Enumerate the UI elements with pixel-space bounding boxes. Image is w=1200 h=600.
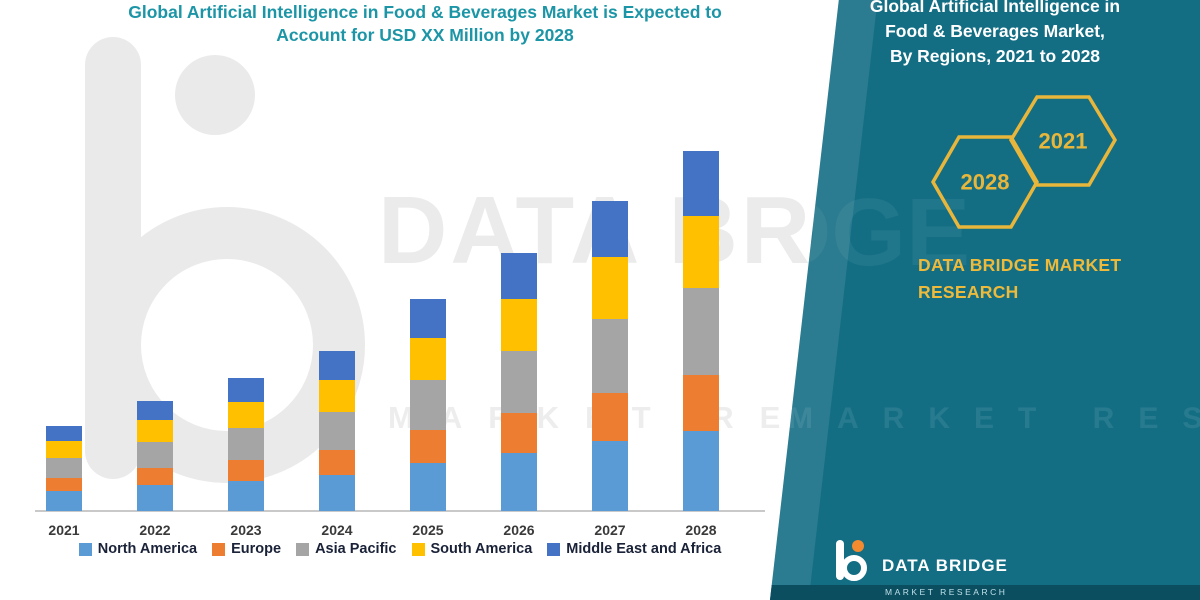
x-axis-label-2023: 2023 — [230, 522, 262, 538]
bar-segment-asia-pacific — [137, 442, 173, 469]
bar-segment-south-america — [683, 215, 719, 288]
panel-title-line2: Food & Beverages Market, — [885, 21, 1105, 41]
bar-segment-middle-east-and-africa — [501, 253, 537, 300]
chart-title-line2: Account for USD XX Million by 2028 — [276, 25, 574, 45]
legend-label-middle-east-and-africa: Middle East and Africa — [566, 541, 722, 557]
bar-segment-north-america — [319, 475, 355, 511]
bar-2027 — [592, 201, 628, 511]
hex-year-2028: 2028 — [961, 170, 1010, 195]
data-bridge-footer-logo-icon — [836, 540, 867, 581]
bar-2023 — [228, 378, 264, 511]
bar-segment-asia-pacific — [592, 319, 628, 394]
bar-2026 — [501, 253, 537, 511]
panel-brand-line1: DATA BRIDGE MARKET — [918, 255, 1122, 275]
chart-title-line1: Global Artificial Intelligence in Food &… — [128, 2, 722, 22]
legend: North America Europe Asia Pacific South Ame… — [30, 541, 770, 557]
footer-brand-strip: MARKET RESEARCH — [770, 585, 1200, 600]
bar-segment-middle-east-and-africa — [46, 425, 82, 441]
panel-brand-line2: RESEARCH — [918, 282, 1019, 302]
bar-segment-south-america — [410, 337, 446, 381]
year-hexagons: 2028 2021 — [930, 95, 1118, 229]
panel-title-line3: By Regions, 2021 to 2028 — [889, 46, 1101, 66]
right-panel: DGE MARKET RESEARCH Global Artificial In… — [770, 0, 1200, 600]
legend-item-south-america: South America — [411, 541, 533, 557]
data-bridge-logo-watermark-icon — [85, 37, 365, 483]
bar-segment-europe — [228, 460, 264, 482]
legend-swatch-north-america — [78, 542, 92, 556]
bar-segment-europe — [592, 393, 628, 442]
bar-2028 — [683, 150, 719, 511]
bar-segment-south-america — [46, 440, 82, 458]
chart-title: Global Artificial Intelligence in Food &… — [25, 1, 825, 47]
hexagon-2021-icon — [1008, 95, 1118, 187]
bar-segment-north-america — [501, 453, 537, 511]
bar-segment-middle-east-and-africa — [410, 299, 446, 338]
legend-label-south-america: South America — [430, 541, 533, 557]
legend-label-asia-pacific: Asia Pacific — [315, 541, 397, 557]
x-axis-label-2026: 2026 — [503, 522, 535, 538]
bar-2025 — [410, 299, 446, 511]
bar-segment-europe — [319, 450, 355, 475]
bar-segment-middle-east-and-africa — [319, 350, 355, 381]
legend-swatch-asia-pacific — [296, 542, 310, 556]
legend-item-europe: Europe — [212, 541, 281, 557]
bar-segment-asia-pacific — [319, 412, 355, 451]
bar-segment-asia-pacific — [683, 287, 719, 375]
panel-watermark-spaced: MARKET RESEARCH — [788, 402, 1200, 435]
legend-label-north-america: North America — [97, 541, 198, 557]
x-axis-label-2025: 2025 — [412, 522, 444, 538]
bar-segment-middle-east-and-africa — [683, 150, 719, 216]
bar-segment-asia-pacific — [228, 428, 264, 461]
bar-segment-north-america — [228, 481, 264, 511]
bar-segment-north-america — [46, 490, 82, 511]
bar-2022 — [137, 401, 173, 511]
bar-segment-europe — [137, 468, 173, 486]
bar-segment-europe — [501, 413, 537, 453]
x-axis-line — [35, 510, 765, 512]
bar-segment-middle-east-and-africa — [592, 201, 628, 258]
bar-segment-europe — [46, 477, 82, 491]
bar-segment-middle-east-and-africa — [137, 401, 173, 421]
panel-title: Global Artificial Intelligence in Food &… — [810, 0, 1180, 69]
panel-title-line1: Global Artificial Intelligence in — [869, 0, 1121, 16]
legend-swatch-south-america — [411, 542, 425, 556]
x-axis-label-2022: 2022 — [139, 522, 171, 538]
bar-2024 — [319, 350, 355, 511]
bar-segment-north-america — [137, 485, 173, 511]
legend-swatch-middle-east-and-africa — [547, 542, 561, 556]
bar-segment-europe — [410, 430, 446, 464]
bar-segment-north-america — [592, 441, 628, 511]
bar-segment-north-america — [683, 431, 719, 511]
hex-year-2021: 2021 — [1039, 129, 1088, 154]
x-axis-label-2021: 2021 — [48, 522, 80, 538]
bar-segment-europe — [683, 374, 719, 432]
bar-2021 — [46, 425, 82, 511]
bar-segment-south-america — [319, 380, 355, 413]
bar-segment-south-america — [501, 299, 537, 352]
bar-segment-asia-pacific — [501, 351, 537, 413]
bar-segment-south-america — [228, 402, 264, 429]
x-axis-label-2024: 2024 — [321, 522, 353, 538]
legend-item-asia-pacific: Asia Pacific — [296, 541, 397, 557]
bar-segment-south-america — [137, 420, 173, 443]
legend-label-europe: Europe — [231, 541, 282, 557]
bar-segment-asia-pacific — [46, 457, 82, 478]
legend-swatch-europe — [212, 542, 226, 556]
x-axis-label-2028: 2028 — [685, 522, 717, 538]
panel-brand-text: DATA BRIDGE MARKET RESEARCH — [918, 252, 1121, 306]
x-axis-label-2027: 2027 — [594, 522, 626, 538]
legend-item-middle-east-and-africa: Middle East and Africa — [547, 541, 721, 557]
legend-item-north-america: North America — [78, 541, 198, 557]
bar-segment-middle-east-and-africa — [228, 378, 264, 403]
footer-brand-name: DATA BRIDGE — [882, 556, 1008, 575]
bar-segment-north-america — [410, 463, 446, 511]
bar-segment-south-america — [592, 257, 628, 320]
bar-segment-asia-pacific — [410, 380, 446, 431]
